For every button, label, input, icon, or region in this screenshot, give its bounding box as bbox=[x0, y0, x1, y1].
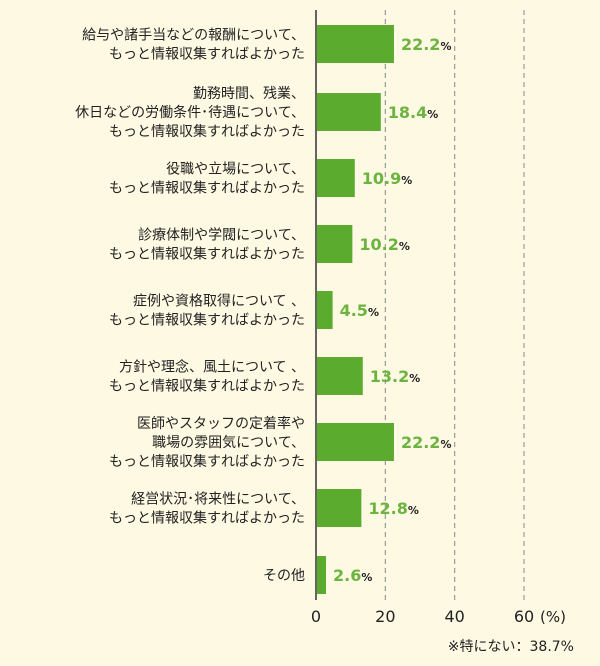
value-label: 13.2% bbox=[370, 367, 421, 386]
tick-label: 60 bbox=[514, 607, 534, 626]
bar bbox=[317, 93, 381, 131]
category-label: 診療体制や学閥について、もっと情報収集すればよかった bbox=[109, 227, 305, 263]
value-label: 22.2% bbox=[401, 433, 452, 452]
value-label: 4.5% bbox=[340, 301, 379, 320]
category-labels: 給与や諸手当などの報酬について、もっと情報収集すればよかった勤務時間、残業、休日… bbox=[75, 28, 305, 585]
value-label: 2.6% bbox=[333, 566, 372, 585]
category-label: 医師やスタッフの定着率や職場の雰囲気について、もっと情報収集すればよかった bbox=[109, 415, 305, 470]
footnote: ※特にない：38.7% bbox=[447, 639, 574, 655]
category-label: その他 bbox=[263, 568, 305, 584]
bar bbox=[317, 489, 362, 527]
category-label: 経営状況･将来性について、もっと情報収集すればよかった bbox=[109, 492, 305, 527]
bar bbox=[317, 159, 355, 197]
value-labels: 22.2% 18.4% 10.9% 10.2% 4.5% 13.2% 22.2% 12.8% 2… bbox=[333, 35, 451, 585]
value-label: 10.2% bbox=[359, 235, 410, 254]
bar bbox=[317, 556, 327, 594]
tick-label: 40 bbox=[444, 607, 464, 626]
x-axis-ticks: 0 20 40 60 (%) bbox=[311, 607, 566, 626]
bars bbox=[317, 25, 394, 594]
bar bbox=[317, 291, 333, 329]
category-label: 方針や理念、風土について 、もっと情報収集すればよかった bbox=[109, 359, 305, 395]
bar bbox=[317, 357, 363, 395]
category-label: 症例や資格取得について 、もっと情報収集すればよかった bbox=[109, 293, 305, 329]
tick-label: 20 bbox=[375, 607, 395, 626]
category-label: 給与や諸手当などの報酬について、もっと情報収集すればよかった bbox=[82, 28, 305, 63]
tick-label: 0 bbox=[311, 607, 321, 626]
bar bbox=[317, 25, 394, 63]
value-label: 12.8% bbox=[368, 499, 419, 518]
value-label: 18.4% bbox=[388, 103, 439, 122]
bar bbox=[317, 225, 353, 263]
bar bbox=[317, 423, 394, 461]
category-label: 役職や立場について、もっと情報収集すればよかった bbox=[109, 162, 305, 197]
x-unit-label: (%) bbox=[540, 608, 566, 626]
category-label: 勤務時間、残業、休日などの労働条件･待遇について、もっと情報収集すればよかった bbox=[75, 86, 305, 140]
value-label: 10.9% bbox=[362, 169, 413, 188]
value-label: 22.2% bbox=[401, 35, 452, 54]
